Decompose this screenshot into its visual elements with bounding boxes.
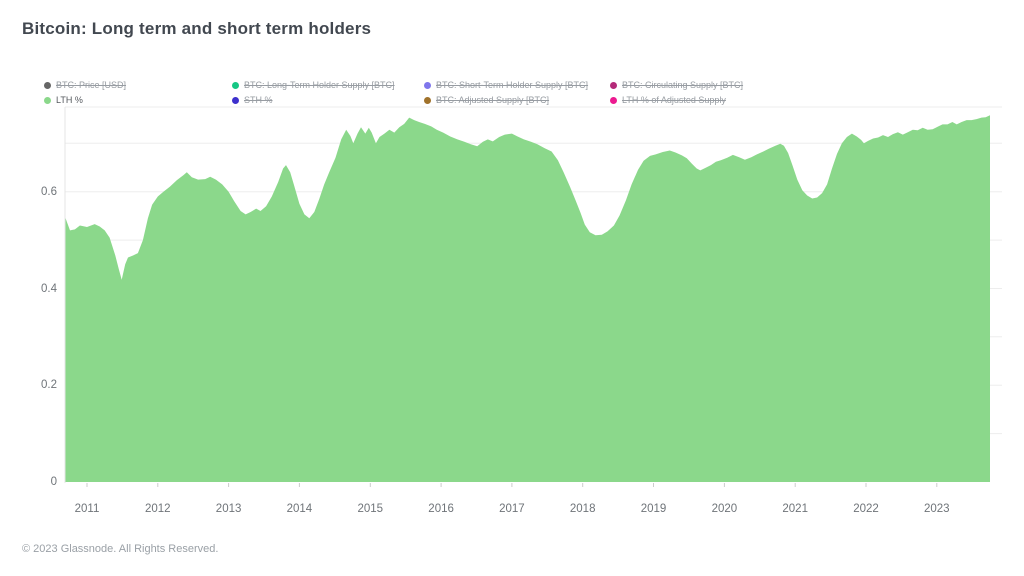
x-axis-label-2011: 2011 <box>74 503 100 515</box>
legend-item-btc-adjusted-supply-btc[interactable]: BTC: Adjusted Supply [BTC] <box>424 94 549 106</box>
x-axis-label-2018: 2018 <box>569 503 596 515</box>
legend-item-btc-short-term-holder-supply-btc[interactable]: BTC: Short-Term Holder Supply [BTC] <box>424 79 588 91</box>
x-axis-label-2013: 2013 <box>215 503 242 515</box>
x-axis-label-2016: 2016 <box>428 503 454 515</box>
legend-label: BTC: Short-Term Holder Supply [BTC] <box>436 80 589 90</box>
legend-dot-icon <box>424 96 431 104</box>
legend-item-lth-of-adjusted-supply[interactable]: LTH % of Adjusted Supply <box>610 94 726 106</box>
legend-item-btc-circulating-supply-btc[interactable]: BTC: Circulating Supply [BTC] <box>610 79 743 91</box>
legend-label: STH % <box>244 95 273 105</box>
legend-dot-icon <box>610 81 617 89</box>
legend-dot-icon <box>232 96 239 104</box>
y-axis-label-0.4: 0.4 <box>41 282 57 295</box>
x-axis-label-2019: 2019 <box>640 503 667 515</box>
legend-dot-icon <box>610 96 617 104</box>
y-axis-label-0: 0 <box>50 476 57 488</box>
copyright-note: © 2023 Glassnode. All Rights Reserved. <box>22 543 219 555</box>
x-axis-label-2020: 2020 <box>711 503 738 515</box>
legend-label: BTC: Long-Term Holder Supply [BTC] <box>244 80 395 90</box>
chart-title: Bitcoin: Long term and short term holder… <box>22 19 372 38</box>
y-axis-label-0.6: 0.6 <box>41 185 57 198</box>
legend-label: BTC: Circulating Supply [BTC] <box>622 80 744 90</box>
x-axis-label-2015: 2015 <box>357 503 384 515</box>
legend-dot-icon <box>232 81 239 89</box>
legend-dot-icon <box>44 96 51 104</box>
x-axis-label-2021: 2021 <box>782 503 808 515</box>
legend-dot-icon <box>44 81 51 89</box>
legend-item-btc-price-usd[interactable]: BTC: Price [USD] <box>44 79 126 91</box>
x-axis-label-2014: 2014 <box>286 503 313 515</box>
x-axis-label-2012: 2012 <box>145 503 171 515</box>
legend-label: BTC: Adjusted Supply [BTC] <box>436 95 550 105</box>
lth-percent-area-series[interactable] <box>65 115 990 482</box>
legend-label: BTC: Price [USD] <box>56 80 127 90</box>
x-axis-label-2022: 2022 <box>853 503 879 515</box>
x-axis-label-2023: 2023 <box>924 503 950 515</box>
legend-item-btc-long-term-holder-supply-btc[interactable]: BTC: Long-Term Holder Supply [BTC] <box>232 79 395 91</box>
x-axis-label-2017: 2017 <box>499 503 525 515</box>
legend-label: LTH % of Adjusted Supply <box>622 95 726 105</box>
legend-item-lth[interactable]: LTH % <box>44 94 83 106</box>
legend-item-sth[interactable]: STH % <box>232 94 273 106</box>
y-axis-label-0.2: 0.2 <box>41 379 57 392</box>
legend-label: LTH % <box>56 95 83 105</box>
legend-dot-icon <box>424 81 431 89</box>
